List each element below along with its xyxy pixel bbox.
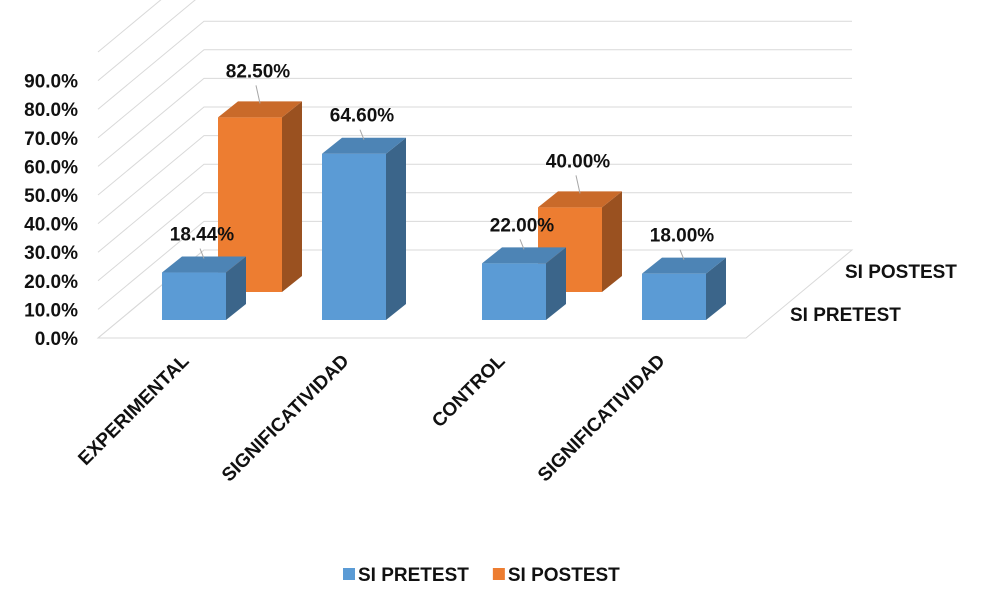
depth-axis-label: SI PRETEST xyxy=(790,305,901,326)
data-label: 18.44% xyxy=(170,225,235,246)
bar-front xyxy=(482,263,546,320)
gridline xyxy=(97,163,852,253)
y-tick-label: 70.0% xyxy=(24,129,78,150)
bar-si-postest xyxy=(538,191,622,292)
y-tick-label: 80.0% xyxy=(24,100,78,121)
data-label: 18.00% xyxy=(650,226,715,247)
legend-label: SI PRETEST xyxy=(358,565,469,586)
bar-side xyxy=(386,137,406,320)
data-label-leader xyxy=(255,85,261,104)
legend-item: SI POSTEST xyxy=(492,565,620,586)
depth-axis-labels: SI PRETEST SI POSTEST xyxy=(790,262,957,326)
y-tick-label: 60.0% xyxy=(24,157,78,178)
bar-top xyxy=(538,191,622,208)
depth-axis-label: SI POSTEST xyxy=(845,262,957,283)
x-tick-label: EXPERIMENTAL xyxy=(74,350,193,469)
x-tick-label: CONTROL xyxy=(428,350,510,432)
bar-si-pretest xyxy=(322,137,406,320)
y-tick-label: 50.0% xyxy=(24,186,78,207)
y-tick-label: 90.0% xyxy=(24,72,78,93)
bar-front xyxy=(322,153,386,320)
gridline xyxy=(97,0,162,53)
y-tick-label: 30.0% xyxy=(24,243,78,264)
gridline xyxy=(97,20,852,110)
data-label-leader xyxy=(575,175,581,194)
gridline xyxy=(97,135,852,224)
y-tick-label: 20.0% xyxy=(24,272,78,293)
x-tick-label: SIGNIFICATIVIDAD xyxy=(534,351,670,487)
y-tick-label: 40.0% xyxy=(24,215,78,236)
data-label: 22.00% xyxy=(490,215,555,236)
bars: 82.50% 40.00% 18.44% 64.60% 22.00% 18.00% xyxy=(162,61,726,320)
gridline xyxy=(97,0,196,81)
data-label: 40.00% xyxy=(546,151,611,172)
bar-side xyxy=(602,191,622,292)
legend-label: SI POSTEST xyxy=(508,565,620,586)
bar-si-pretest xyxy=(482,247,566,320)
bar-si-pretest xyxy=(642,257,726,320)
bar-side xyxy=(706,257,726,320)
bar-top xyxy=(218,101,302,118)
bar-front xyxy=(162,272,226,320)
bar-top xyxy=(322,137,406,154)
legend: SI PRETEST SI POSTEST xyxy=(343,565,620,586)
data-label-leader xyxy=(359,129,365,140)
gridline xyxy=(97,220,852,310)
data-label: 82.50% xyxy=(226,61,291,82)
gridline xyxy=(97,77,852,167)
legend-swatch xyxy=(343,568,355,580)
data-label-leader xyxy=(519,239,525,250)
bar-side xyxy=(546,247,566,320)
bar-top xyxy=(162,256,246,273)
bar-front xyxy=(642,273,706,320)
gridline xyxy=(97,49,852,139)
data-label-leader xyxy=(199,248,205,259)
bar-side xyxy=(226,256,246,320)
bar-side xyxy=(282,101,302,292)
y-tick-label: 0.0% xyxy=(35,329,78,350)
bar-top xyxy=(642,257,726,274)
y-axis-ticks: 0.0% 10.0% 20.0% 30.0% 40.0% 50.0% 60.0% 70.0% 8… xyxy=(24,72,78,350)
x-axis-ticks: EXPERIMENTAL SIGNIFICATIVIDAD CONTROL SIGNI… xyxy=(74,350,669,486)
y-tick-label: 10.0% xyxy=(24,300,78,321)
legend-swatch xyxy=(492,568,505,580)
data-label-leader xyxy=(679,249,685,260)
bar-top xyxy=(482,247,566,264)
bar-si-pretest xyxy=(162,256,246,320)
gridline xyxy=(97,192,852,282)
gridline xyxy=(97,106,852,196)
gridlines xyxy=(96,0,854,339)
legend-item: SI PRETEST xyxy=(343,565,469,586)
x-tick-label: SIGNIFICATIVIDAD xyxy=(218,351,354,487)
data-label: 64.60% xyxy=(330,106,395,127)
